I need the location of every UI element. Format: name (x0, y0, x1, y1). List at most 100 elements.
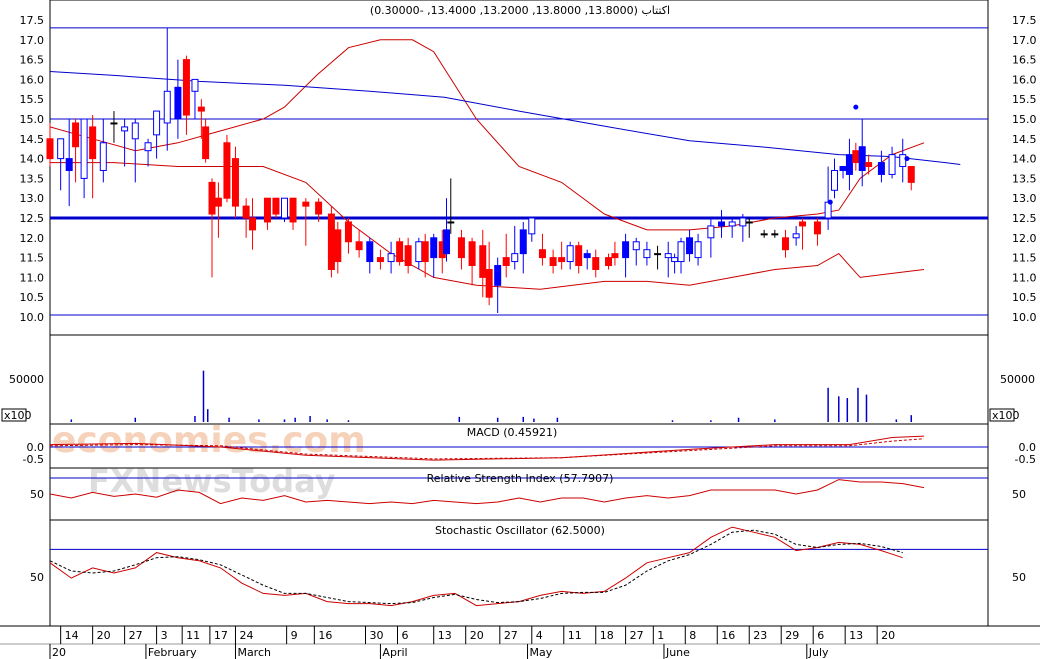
x-day-label: 14 (65, 629, 79, 642)
candle-body (99, 142, 107, 171)
y-tick-label-left: 16.0 (20, 73, 45, 86)
candle-body (839, 166, 847, 171)
y-tick-label-right: 13.0 (1012, 192, 1037, 205)
y-tick-label-left: 16.5 (20, 54, 45, 67)
candle-body (366, 241, 374, 263)
stochastic-axis-labels: 50 50 (30, 571, 1026, 584)
candle-body (528, 217, 536, 235)
y-tick-label-left: 15.5 (20, 93, 45, 106)
candle-body (208, 181, 216, 215)
candle-body (468, 241, 476, 267)
candle-body (718, 221, 726, 227)
x-day-label: 11 (186, 629, 200, 642)
candle-body (739, 217, 747, 227)
candle-body (121, 126, 129, 132)
candle-body (479, 245, 487, 278)
candle-body (242, 205, 250, 219)
candle-body (89, 126, 97, 160)
x-day-label: 13 (438, 629, 452, 642)
y-tick-label-left: 11.5 (20, 252, 45, 265)
candle-body (214, 197, 222, 207)
candle-body (110, 122, 118, 125)
candle-body (421, 241, 429, 263)
candle-body (131, 122, 139, 140)
candle-body (263, 197, 271, 223)
candle-body (72, 122, 80, 148)
x-day-label: 27 (630, 629, 644, 642)
x-day-label: 20 (881, 629, 895, 642)
x-day-label: 16 (318, 629, 332, 642)
bollinger-bands (49, 39, 925, 290)
candle-body (46, 138, 54, 160)
candle-body (191, 78, 199, 92)
x-day-label: 1 (657, 629, 664, 642)
price-axis-labels: 10.0 10.0 10.5 10.5 11.0 11.0 11.5 11.5 12.0 12.0… (20, 14, 1037, 324)
candle-body (485, 268, 493, 298)
candle-body (605, 257, 613, 267)
upper-band (49, 39, 925, 231)
y-tick-label-right: 16.5 (1012, 54, 1037, 67)
candle-body (443, 229, 451, 255)
stochastic-tick-left: 50 (30, 571, 44, 584)
x-month-label: March (237, 646, 271, 659)
price-hlines (50, 27, 988, 316)
unit-label-left: x100 (4, 409, 32, 422)
candle-body (57, 138, 65, 160)
x-day-label: 24 (239, 629, 253, 642)
candle-body (799, 221, 807, 227)
candle-body (622, 241, 630, 259)
candle-body (611, 253, 619, 259)
y-tick-label-left: 15.0 (20, 113, 45, 126)
candlesticks (46, 27, 915, 314)
x-day-label: 3 (161, 629, 168, 642)
y-tick-label-right: 17.0 (1012, 34, 1037, 47)
candle-body (707, 225, 715, 239)
y-tick-label-right: 15.5 (1012, 93, 1037, 106)
candle-body (760, 233, 768, 236)
y-tick-label-right: 12.5 (1012, 212, 1037, 225)
volume-tick-right: 50000 (1000, 373, 1035, 386)
candle-body (202, 126, 210, 160)
y-tick-label-left: 11.0 (20, 271, 45, 284)
rsi-axis-labels: 50 50 (30, 488, 1026, 501)
candle-body (344, 221, 352, 243)
date-axis: 14 20 27 3 11 17 24 9 16 30 6 13 20 27 4 11 18 27 1 8 16 23 29… (49, 626, 895, 659)
candle-body (302, 201, 310, 207)
x-day-label: 8 (689, 629, 696, 642)
candle-body (664, 253, 672, 259)
candle-body (566, 245, 574, 263)
candle-body (575, 245, 583, 267)
x-day-label: 20 (470, 629, 484, 642)
y-tick-label-left: 12.0 (20, 232, 45, 245)
y-tick-label-right: 11.5 (1012, 252, 1037, 265)
moving-average (49, 71, 961, 165)
candle-body (502, 257, 510, 267)
y-tick-label-left: 17.0 (20, 34, 45, 47)
candle-body (792, 233, 800, 239)
candle-body (376, 257, 384, 263)
y-tick-label-left: 12.5 (20, 212, 45, 225)
candle-body (415, 241, 423, 263)
candle-body (686, 237, 694, 255)
x-month-label: 20 (52, 646, 66, 659)
price-title: اكتتاب (13.8000, 13.8000, 13.2000, 13.40… (370, 4, 670, 17)
y-tick-label-right: 14.0 (1012, 153, 1037, 166)
y-tick-label-right: 11.0 (1012, 271, 1037, 284)
macd-axis-labels: 0.0 0.0-0.5 -0.5 (23, 441, 1036, 466)
candle-body (519, 229, 527, 255)
watermark-logo: economies.com (52, 420, 366, 461)
candle-body (671, 257, 679, 263)
candle-body (643, 249, 651, 259)
x-day-label: 17 (214, 629, 228, 642)
stochastic-title: Stochastic Oscillator (62.5000) (435, 524, 605, 537)
price-marker (853, 104, 859, 110)
price-marker (904, 156, 910, 162)
y-tick-label-left: 13.0 (20, 192, 45, 205)
volume-bars (70, 370, 913, 422)
stochastic-d-line (49, 529, 903, 605)
y-tick-label-left: 14.5 (20, 133, 45, 146)
candle-body (899, 154, 907, 168)
rsi-tick-left: 50 (30, 488, 44, 501)
volume-tick-left: 50000 (9, 373, 44, 386)
